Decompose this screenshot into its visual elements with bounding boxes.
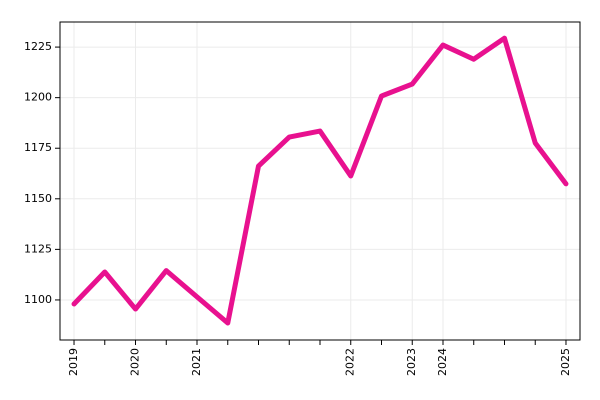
y-tick-label: 1150 [24,192,52,205]
y-tick-label: 1225 [24,40,52,53]
y-tick-label: 1200 [24,91,52,104]
x-tick-label: 2020 [129,348,142,376]
line [71,35,569,326]
plot-frame [59,21,581,341]
x-tick-label: 2025 [559,348,572,376]
x-tick-label: 2024 [436,348,449,376]
y-tick-label: 1100 [24,293,52,306]
y-tick-label: 1125 [24,242,52,255]
x-tick-label: 2023 [405,348,418,376]
x-tick-label: 2019 [67,348,80,376]
y-tick-label: 1175 [24,141,52,154]
x-tick-label: 2022 [344,348,357,376]
x-tick-label: 2021 [190,348,203,376]
grid [60,22,580,340]
